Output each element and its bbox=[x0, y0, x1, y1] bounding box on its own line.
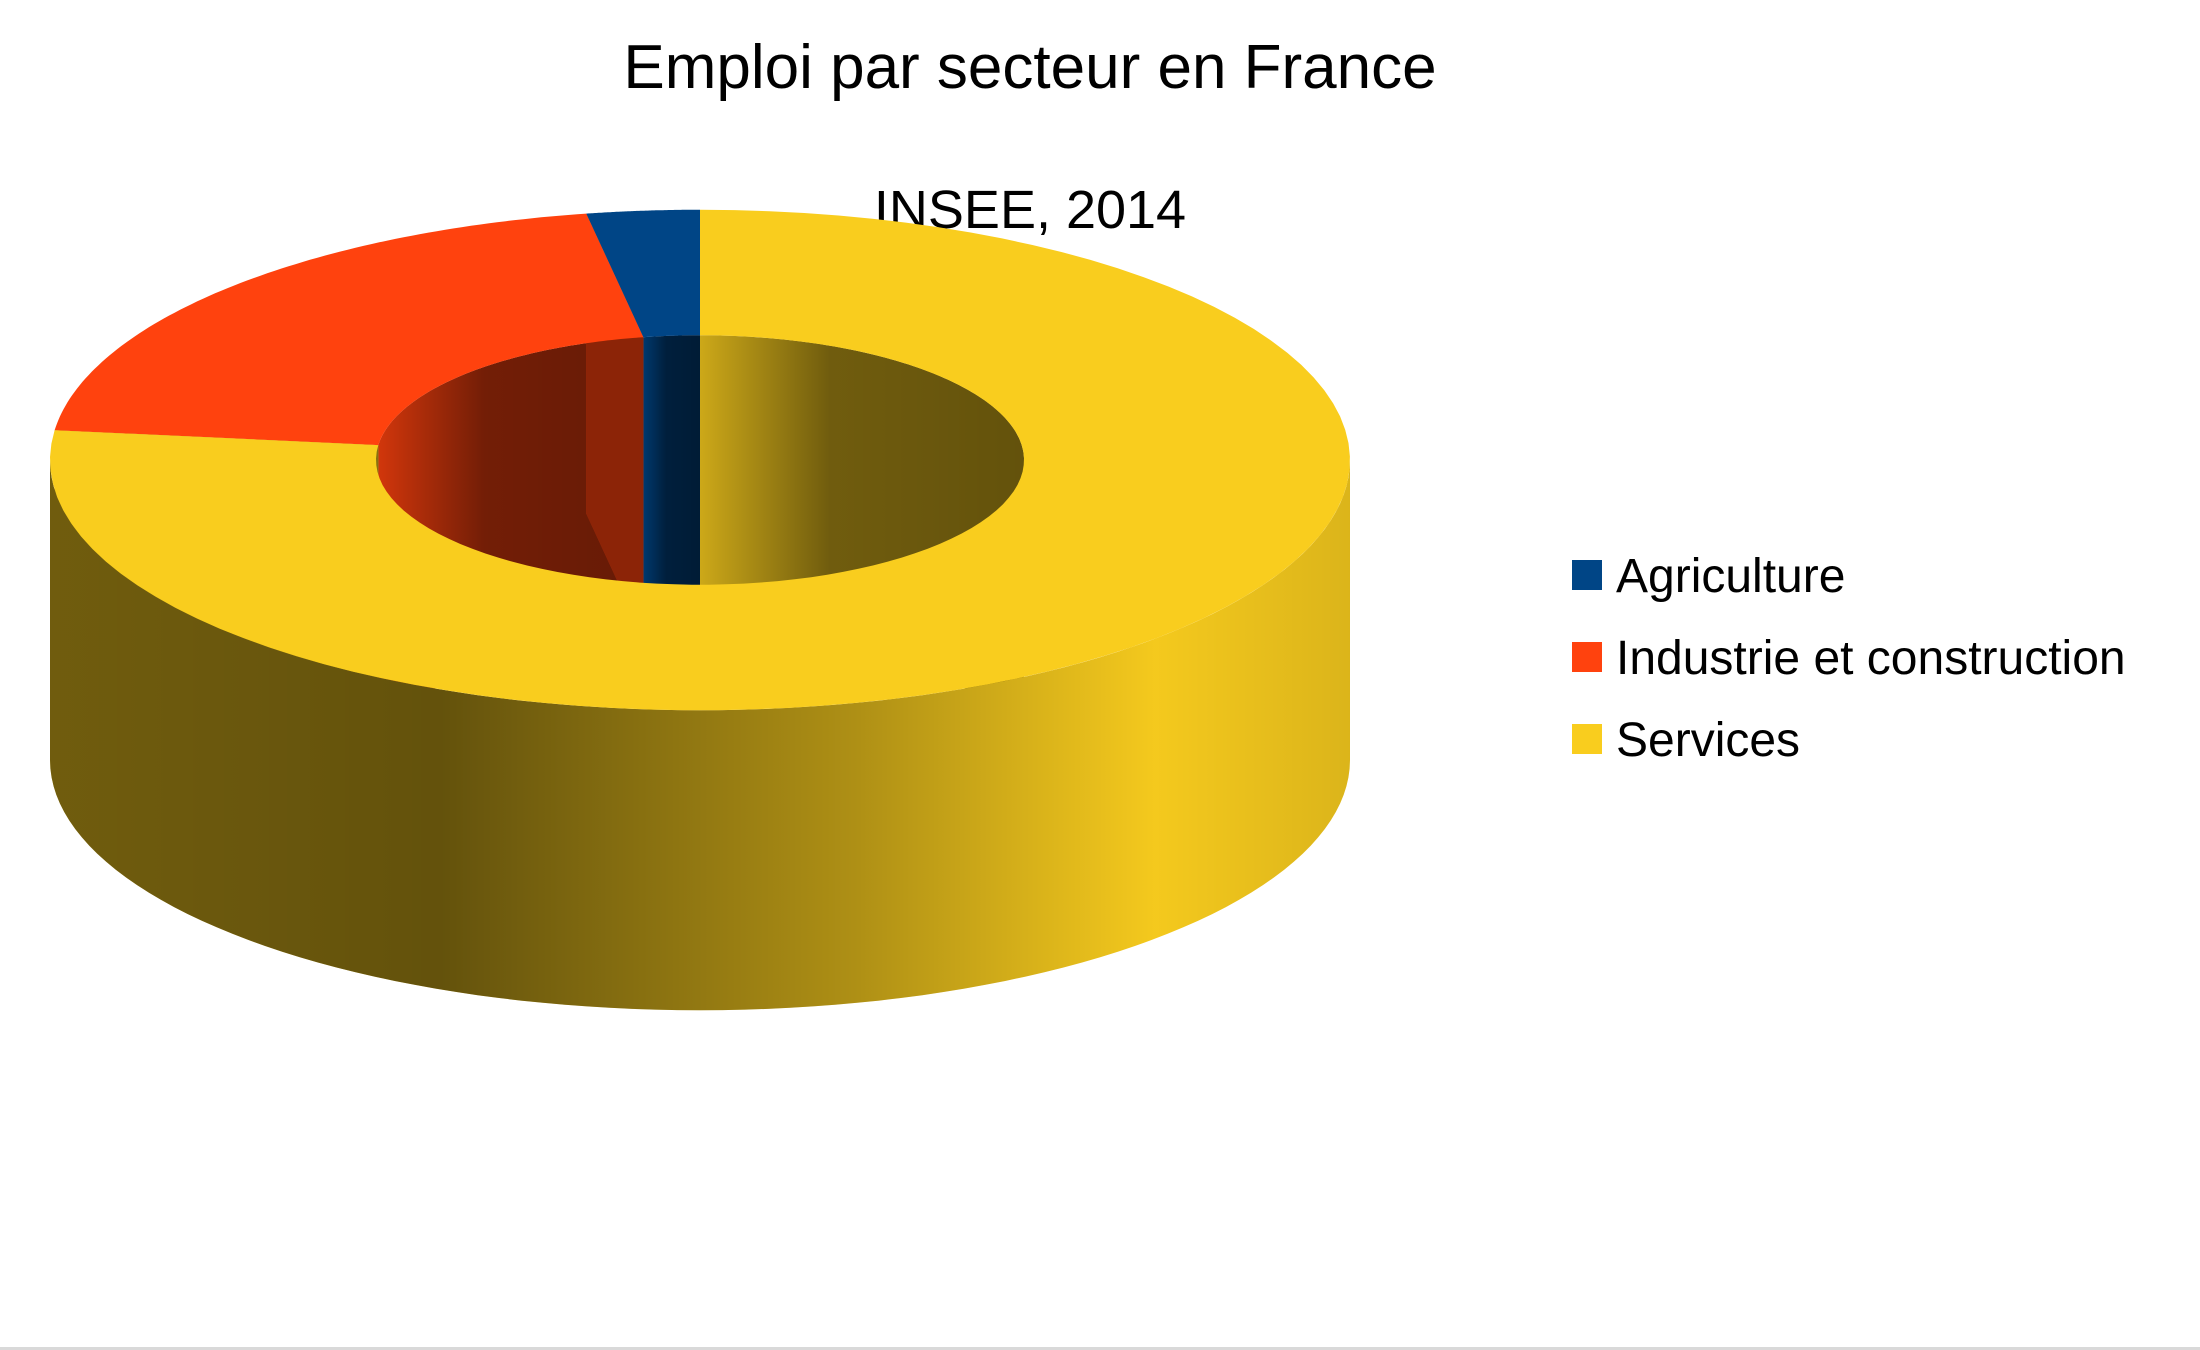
legend: Agriculture Industrie et construction Serv… bbox=[1572, 550, 2126, 767]
legend-swatch-2 bbox=[1572, 724, 1602, 754]
legend-label-0: Agriculture bbox=[1616, 550, 1845, 603]
legend-label-2: Services bbox=[1616, 714, 1800, 767]
inner-wall-shade-0 bbox=[643, 335, 700, 638]
donut-slices bbox=[50, 209, 1350, 1011]
legend-label-1: Industrie et construction bbox=[1616, 632, 2126, 685]
slice-agriculture bbox=[586, 209, 700, 338]
legend-swatch-1 bbox=[1572, 642, 1602, 672]
chart-title: Emploi par secteur en France bbox=[623, 33, 1436, 102]
bottom-divider bbox=[0, 1347, 2200, 1350]
slice-industrie-et-construction bbox=[54, 213, 644, 446]
slice-services bbox=[50, 209, 1350, 711]
legend-swatch-0 bbox=[1572, 560, 1602, 590]
outer-wall-shade-2 bbox=[50, 460, 1350, 1011]
